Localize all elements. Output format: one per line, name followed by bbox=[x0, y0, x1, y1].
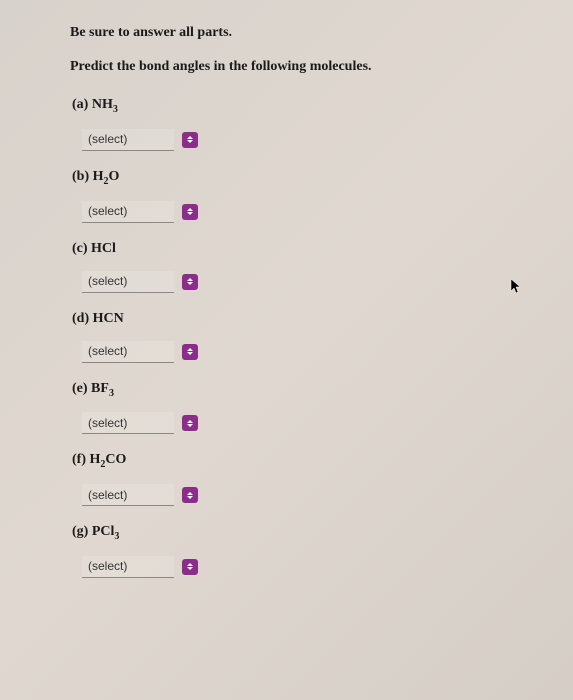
instruction-text: Be sure to answer all parts. bbox=[70, 25, 573, 41]
question-label: (c) HCl bbox=[72, 241, 573, 257]
question-block: (a) NH3 (select) bbox=[70, 97, 573, 151]
select-row: (select) bbox=[82, 129, 573, 151]
formula-text: O bbox=[109, 169, 120, 184]
select-row: (select) bbox=[82, 412, 573, 434]
select-row: (select) bbox=[82, 341, 573, 363]
question-letter: (g) bbox=[72, 524, 92, 539]
formula-text: BF bbox=[91, 381, 109, 396]
select-row: (select) bbox=[82, 556, 573, 578]
select-dropdown[interactable]: (select) bbox=[82, 341, 174, 363]
formula-text: CO bbox=[105, 452, 126, 467]
question-label: (e) BF3 bbox=[72, 381, 573, 399]
formula-text: H bbox=[90, 452, 101, 467]
select-dropdown[interactable]: (select) bbox=[82, 129, 174, 151]
select-dropdown[interactable]: (select) bbox=[82, 412, 174, 434]
question-label: (d) HCN bbox=[72, 311, 573, 327]
select-stepper-icon[interactable] bbox=[182, 204, 198, 220]
formula-text: PCl bbox=[92, 524, 115, 539]
select-stepper-icon[interactable] bbox=[182, 132, 198, 148]
select-stepper-icon[interactable] bbox=[182, 487, 198, 503]
question-letter: (f) bbox=[72, 452, 90, 467]
formula-text: H bbox=[93, 169, 104, 184]
question-block: (c) HCl (select) bbox=[70, 241, 573, 293]
question-letter: (d) bbox=[72, 311, 93, 326]
formula-subscript: 3 bbox=[113, 104, 118, 115]
questions-container: (a) NH3(select)(b) H2O(select)(c) HCl(se… bbox=[70, 97, 573, 578]
select-stepper-icon[interactable] bbox=[182, 415, 198, 431]
select-stepper-icon[interactable] bbox=[182, 559, 198, 575]
question-label: (a) NH3 bbox=[72, 97, 573, 115]
select-dropdown[interactable]: (select) bbox=[82, 271, 174, 293]
prompt-text: Predict the bond angles in the following… bbox=[70, 59, 573, 75]
formula-text: HCl bbox=[91, 241, 116, 256]
select-row: (select) bbox=[82, 271, 573, 293]
select-dropdown[interactable]: (select) bbox=[82, 201, 174, 223]
select-dropdown[interactable]: (select) bbox=[82, 484, 174, 506]
question-block: (f) H2CO (select) bbox=[70, 452, 573, 506]
question-block: (d) HCN (select) bbox=[70, 311, 573, 363]
select-dropdown[interactable]: (select) bbox=[82, 556, 174, 578]
question-block: (b) H2O (select) bbox=[70, 169, 573, 223]
formula-subscript: 3 bbox=[114, 531, 119, 542]
question-letter: (e) bbox=[72, 381, 91, 396]
question-letter: (c) bbox=[72, 241, 91, 256]
select-row: (select) bbox=[82, 201, 573, 223]
select-stepper-icon[interactable] bbox=[182, 344, 198, 360]
select-row: (select) bbox=[82, 484, 573, 506]
question-label: (g) PCl3 bbox=[72, 524, 573, 542]
question-letter: (b) bbox=[72, 169, 93, 184]
question-label: (f) H2CO bbox=[72, 452, 573, 470]
formula-text: HCN bbox=[93, 311, 124, 326]
question-letter: (a) bbox=[72, 97, 92, 112]
question-block: (e) BF3 (select) bbox=[70, 381, 573, 435]
question-label: (b) H2O bbox=[72, 169, 573, 187]
question-block: (g) PCl3 (select) bbox=[70, 524, 573, 578]
formula-text: NH bbox=[92, 97, 113, 112]
formula-subscript: 3 bbox=[109, 387, 114, 398]
select-stepper-icon[interactable] bbox=[182, 274, 198, 290]
